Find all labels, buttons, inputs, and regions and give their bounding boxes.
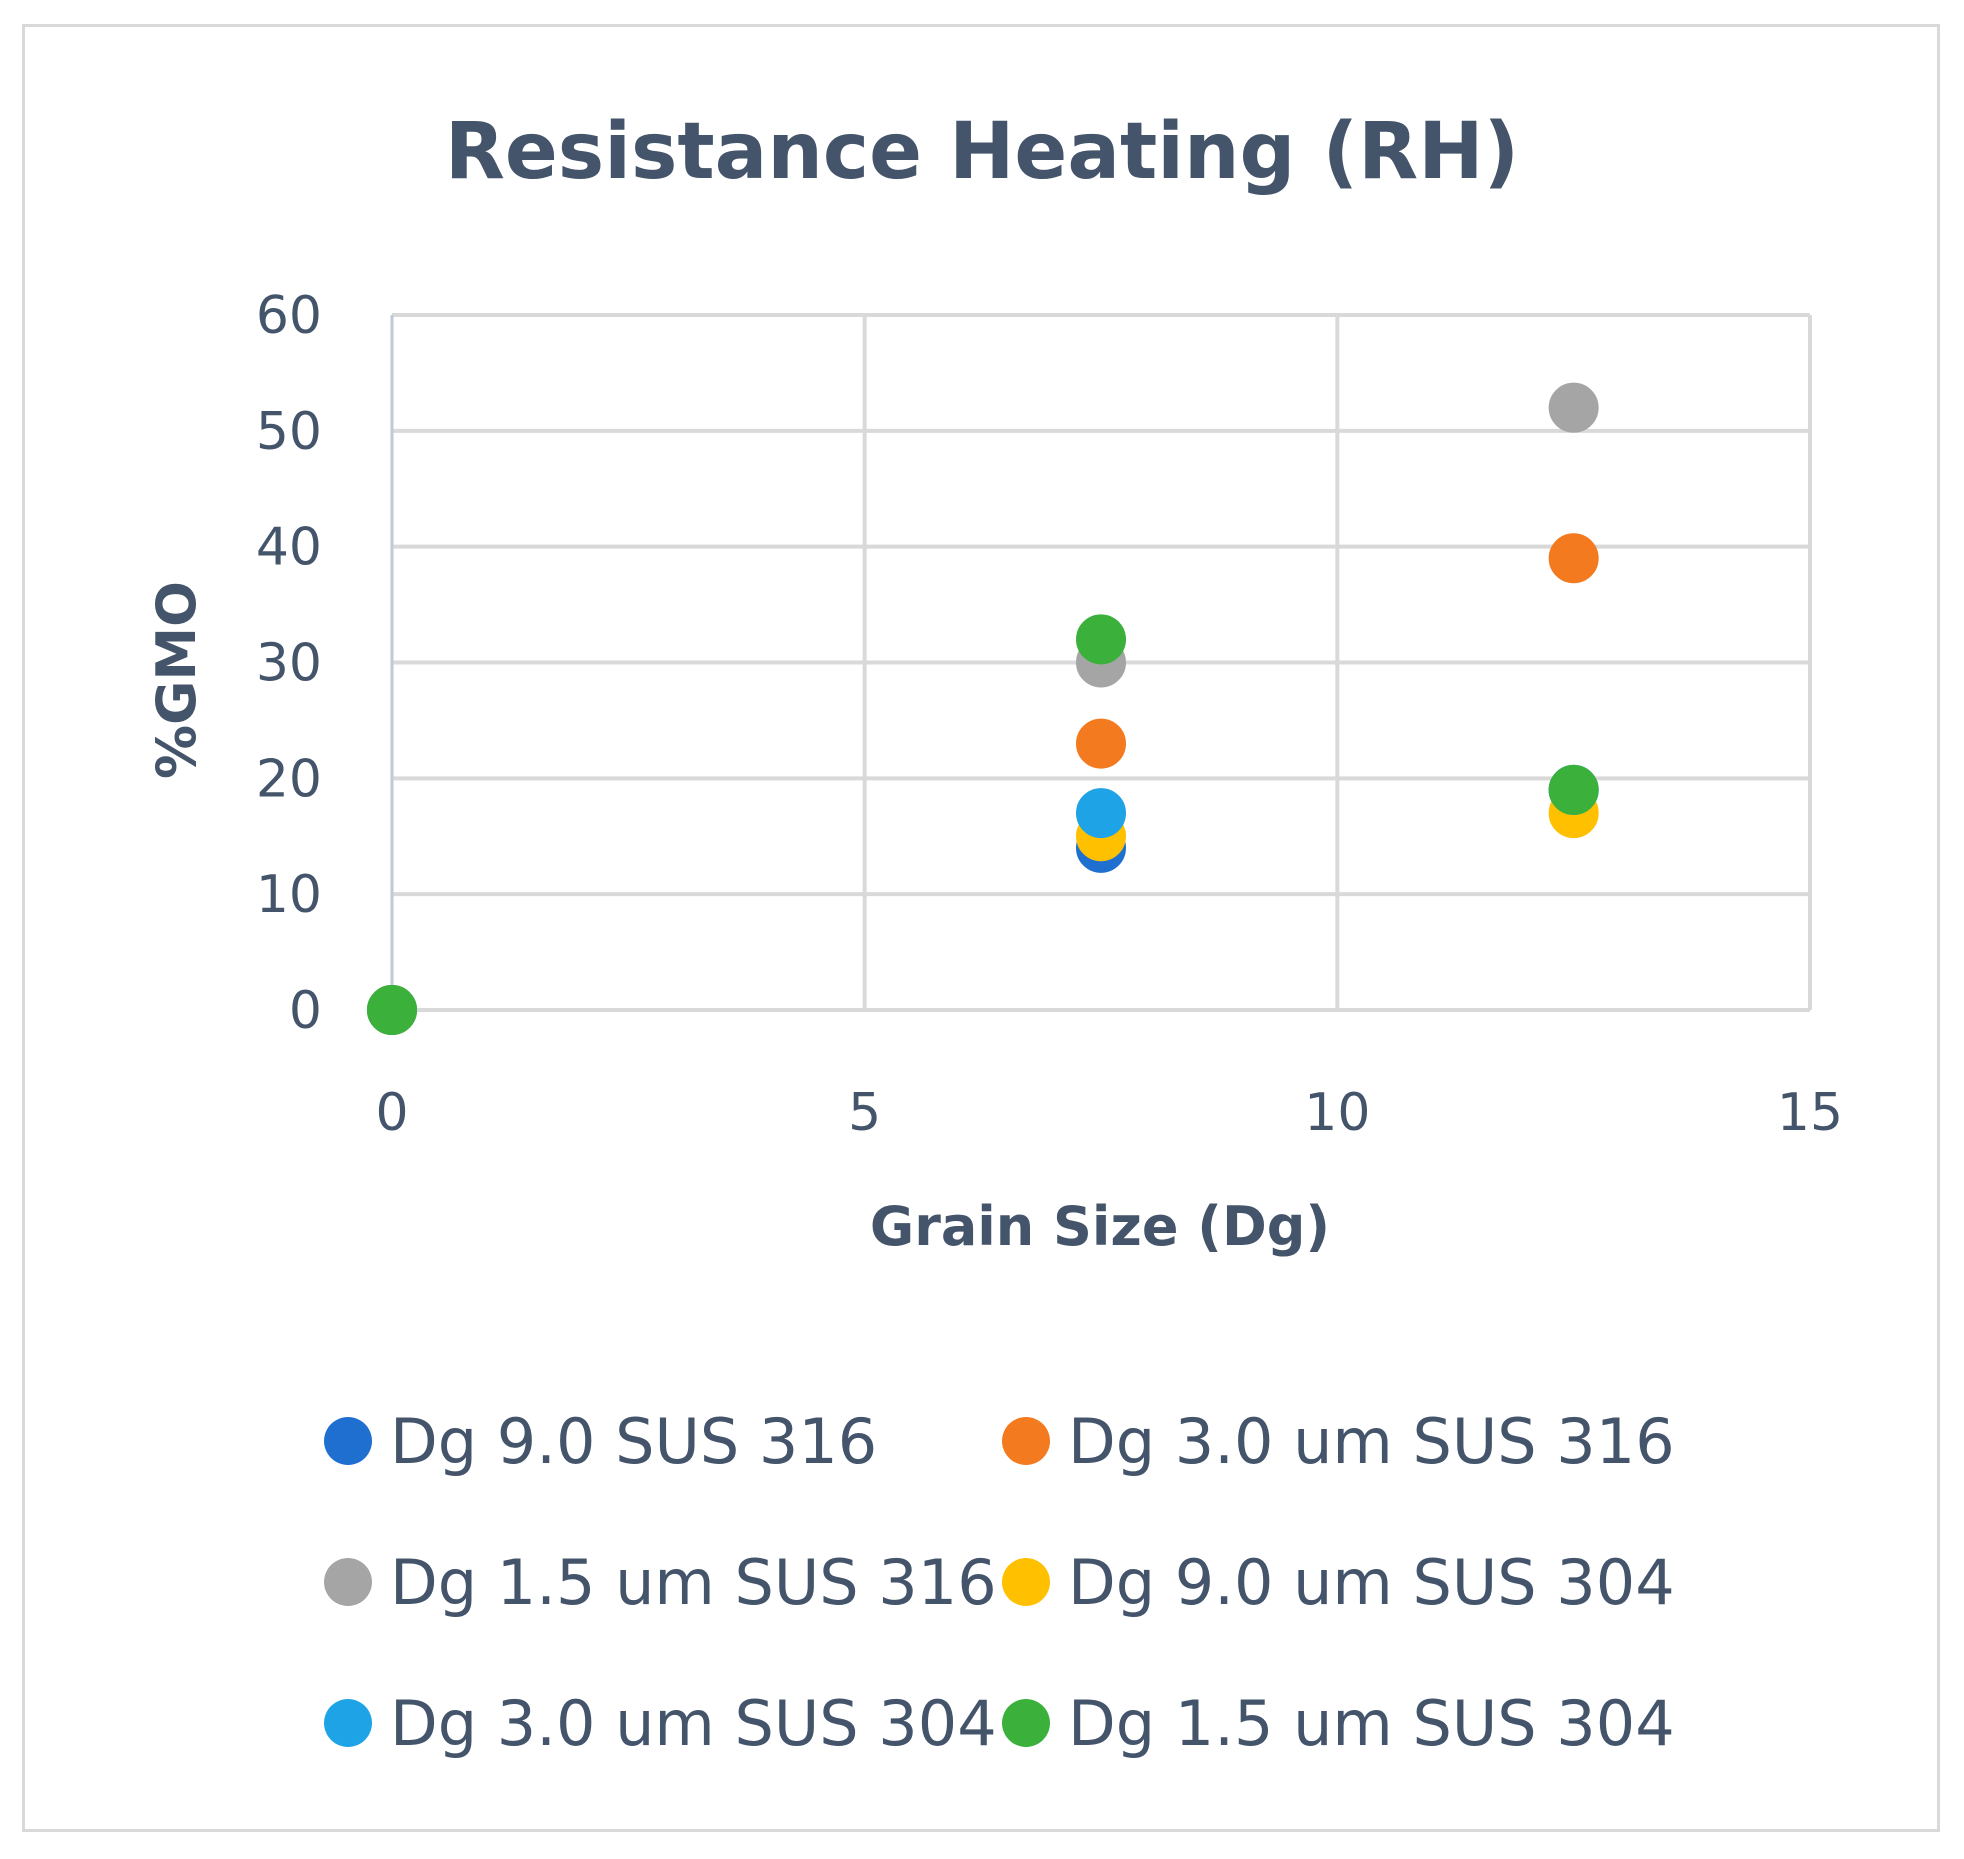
legend-item: Dg 9.0 SUS 316 — [324, 1405, 877, 1478]
legend-marker — [1002, 1699, 1050, 1747]
y-tick-label: 10 — [256, 865, 322, 925]
data-point — [367, 985, 417, 1035]
y-tick-label: 20 — [256, 749, 322, 809]
legend: Dg 9.0 SUS 316 Dg 3.0 um SUS 316 Dg 1.5 um… — [324, 1405, 1675, 1760]
x-tick-label: 10 — [1304, 1083, 1370, 1143]
chart-frame — [22, 24, 1940, 1832]
legend-label: Dg 3.0 um SUS 316 — [1068, 1405, 1675, 1478]
x-tick-label: 5 — [848, 1083, 881, 1143]
legend-item: Dg 1.5 um SUS 316 — [324, 1546, 997, 1619]
data-point — [1076, 788, 1126, 839]
legend-marker — [1002, 1417, 1050, 1465]
legend-label: Dg 3.0 um SUS 304 — [390, 1687, 997, 1760]
data-point — [1548, 533, 1599, 584]
y-tick-label: 0 — [289, 981, 322, 1041]
legend-marker — [324, 1417, 372, 1465]
y-tick-label: 60 — [256, 286, 322, 346]
chart-title: Resistance Heating (RH) — [445, 107, 1519, 197]
y-axis-title: %GMO — [145, 581, 208, 779]
x-tick-label: 0 — [375, 1083, 408, 1143]
data-point — [1076, 614, 1126, 665]
x-axis-title: Grain Size (Dg) — [870, 1195, 1330, 1258]
data-points — [367, 382, 1599, 1035]
legend-item: Dg 3.0 um SUS 316 — [1002, 1405, 1675, 1478]
legend-label: Dg 1.5 um SUS 304 — [1068, 1687, 1675, 1760]
legend-label: Dg 1.5 um SUS 316 — [390, 1546, 997, 1619]
legend-label: Dg 9.0 um SUS 304 — [1068, 1546, 1675, 1619]
legend-marker — [1002, 1558, 1050, 1606]
legend-marker — [324, 1699, 372, 1747]
legend-item: Dg 9.0 um SUS 304 — [1002, 1546, 1675, 1619]
y-tick-label: 50 — [256, 402, 322, 462]
y-tick-label: 40 — [256, 518, 322, 578]
data-point — [1548, 764, 1599, 815]
y-tick-label: 30 — [256, 634, 322, 694]
tick-labels: 0 10 20 30 40 50 60 0 5 10 15 — [256, 286, 1843, 1143]
legend-item: Dg 3.0 um SUS 304 — [324, 1687, 997, 1760]
data-point — [1076, 718, 1126, 769]
data-point — [1548, 382, 1599, 433]
legend-marker — [324, 1558, 372, 1606]
legend-label: Dg 9.0 SUS 316 — [390, 1405, 877, 1478]
x-tick-label: 15 — [1777, 1083, 1843, 1143]
legend-item: Dg 1.5 um SUS 304 — [1002, 1687, 1675, 1760]
